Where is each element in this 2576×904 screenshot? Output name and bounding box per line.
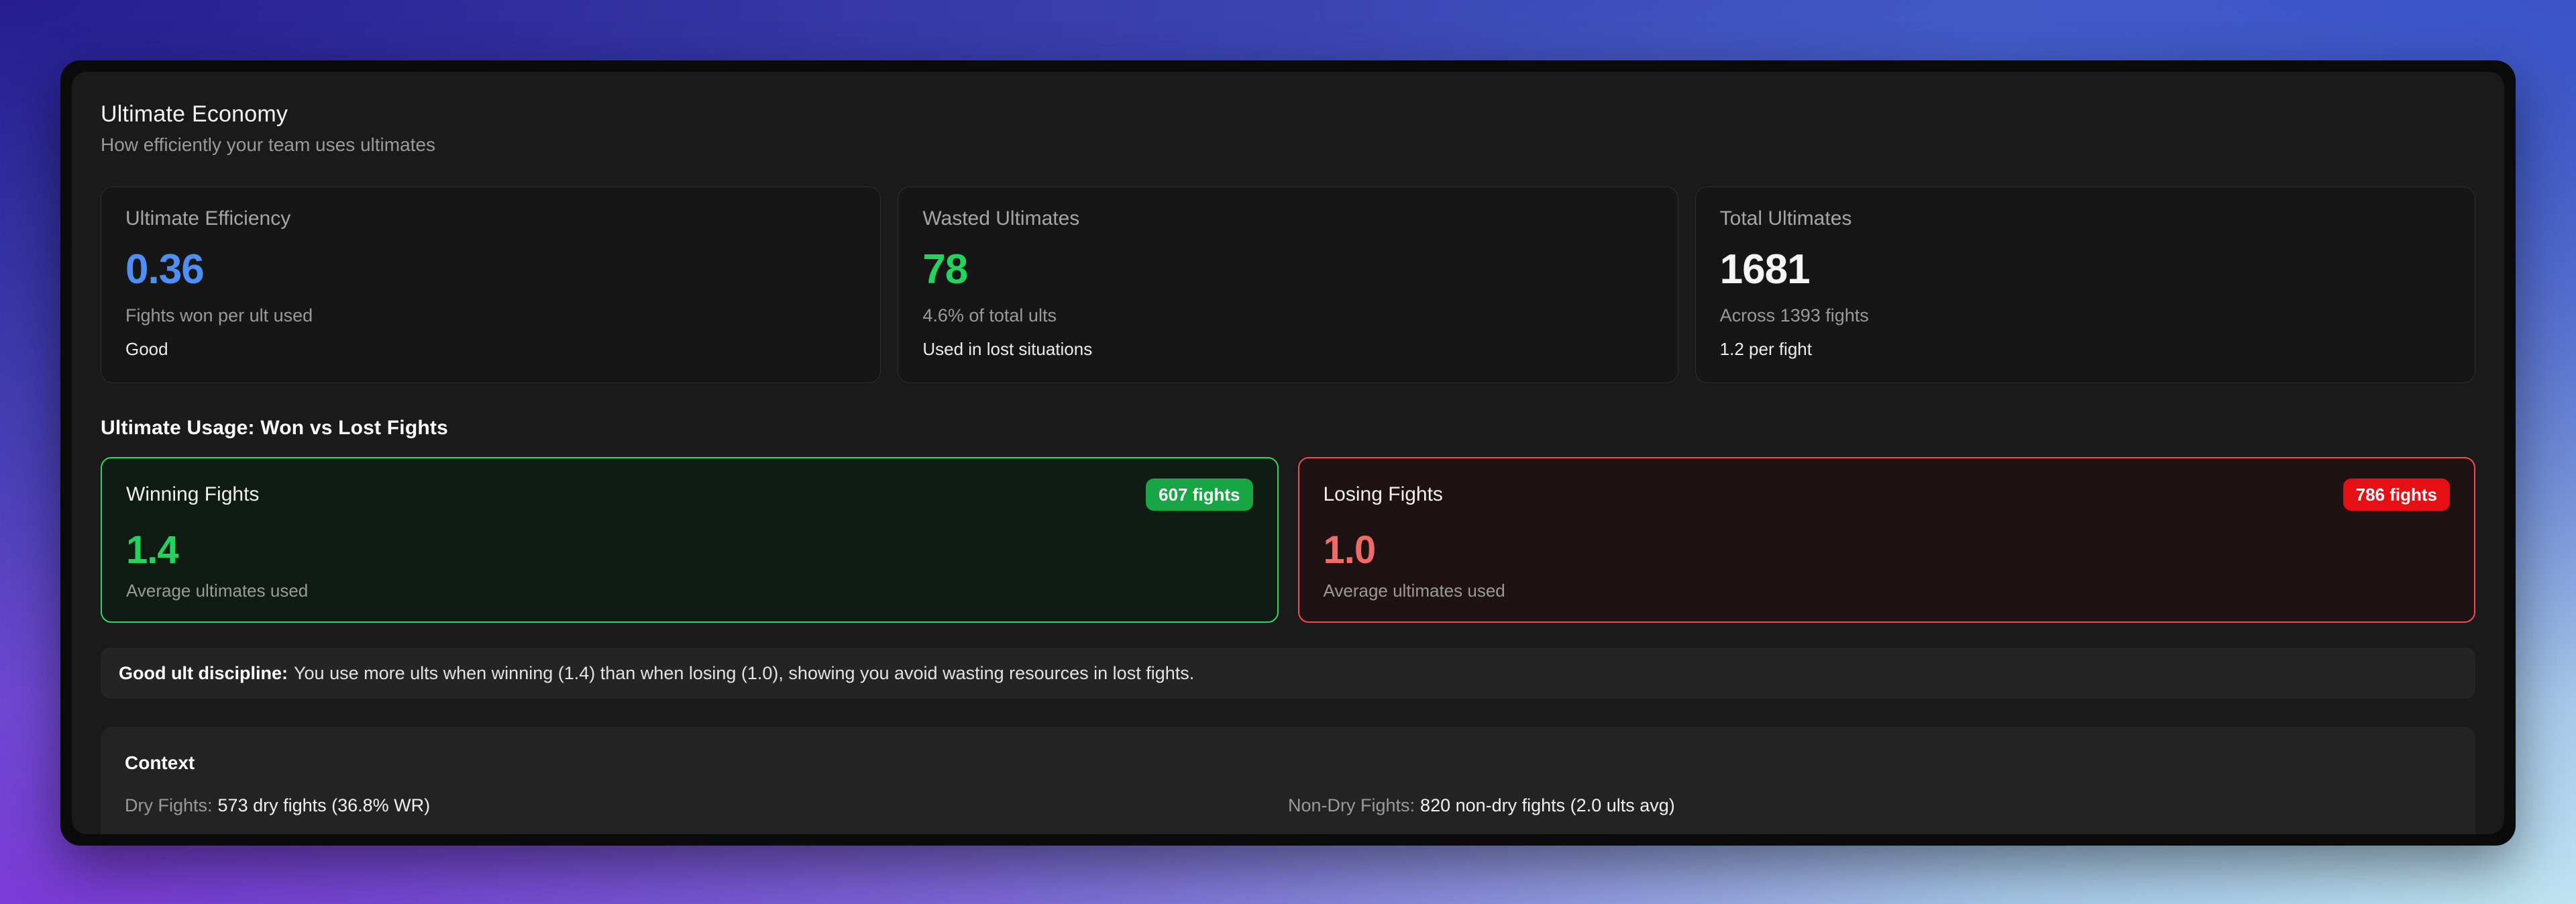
- stat-subtext: 4.6% of total ults: [922, 305, 1057, 325]
- winning-fight-count-badge: 607 fights: [1146, 479, 1253, 511]
- page-title: Ultimate Economy: [101, 101, 288, 127]
- losing-card-header: Losing Fights 786 fights: [1323, 479, 2450, 511]
- insight-bar: Good ult discipline: You use more ults w…: [101, 648, 2475, 699]
- stat-value: 78: [922, 246, 968, 293]
- winning-fights-card: Winning Fights 607 fights 1.4 Average ul…: [101, 457, 1279, 623]
- stat-subtext: Fights won per ult used: [125, 305, 313, 325]
- app-window: Ultimate Economy How efficiently your te…: [60, 60, 2516, 846]
- context-title: Context: [125, 752, 195, 773]
- stat-note: Good: [125, 339, 168, 359]
- stat-card-total-ultimates: Total Ultimates 1681 Across 1393 fights …: [1695, 187, 2475, 383]
- context-grid: Dry Fights: 573 dry fights (36.8% WR) Non…: [125, 795, 2451, 816]
- winning-card-header: Winning Fights 607 fights: [126, 479, 1253, 511]
- context-item-label: Non-Dry Fights:: [1288, 795, 1415, 815]
- stat-card-ultimate-efficiency: Ultimate Efficiency 0.36 Fights won per …: [101, 187, 881, 383]
- insight-lead: Good ult discipline:: [119, 662, 288, 683]
- losing-card-title: Losing Fights: [1323, 483, 1443, 505]
- page-subtitle: How efficiently your team uses ultimates: [101, 134, 436, 155]
- stat-note: 1.2 per fight: [1719, 339, 1812, 359]
- context-item-non-dry-fights: Non-Dry Fights: 820 non-dry fights (2.0 u…: [1288, 795, 2451, 816]
- losing-card-subtext: Average ultimates used: [1323, 581, 1505, 601]
- winning-card-title: Winning Fights: [126, 483, 260, 505]
- stat-note: Used in lost situations: [922, 339, 1093, 359]
- context-item-value: 573 dry fights (36.8% WR): [217, 795, 431, 815]
- insight-text: You use more ults when winning (1.4) tha…: [294, 662, 1195, 683]
- context-item-value: 820 non-dry fights (2.0 ults avg): [1420, 795, 1675, 815]
- stat-value: 1681: [1719, 246, 1811, 293]
- stat-label: Wasted Ultimates: [922, 207, 1080, 230]
- ultimate-economy-panel: Ultimate Economy How efficiently your te…: [72, 72, 2504, 834]
- stat-card-row: Ultimate Efficiency 0.36 Fights won per …: [101, 187, 2475, 383]
- winning-avg-ults-value: 1.4: [126, 528, 179, 572]
- context-item-label: Dry Fights:: [125, 795, 213, 815]
- usage-section-heading: Ultimate Usage: Won vs Lost Fights: [101, 417, 448, 439]
- context-item-dry-fights: Dry Fights: 573 dry fights (36.8% WR): [125, 795, 1288, 816]
- losing-fight-count-badge: 786 fights: [2343, 479, 2450, 511]
- stat-label: Total Ultimates: [1719, 207, 1852, 230]
- usage-card-row: Winning Fights 607 fights 1.4 Average ul…: [101, 457, 2475, 623]
- losing-fights-card: Losing Fights 786 fights 1.0 Average ult…: [1297, 457, 2475, 623]
- stat-card-wasted-ultimates: Wasted Ultimates 78 4.6% of total ults U…: [898, 187, 1678, 383]
- context-section: Context Dry Fights: 573 dry fights (36.8%…: [101, 727, 2475, 834]
- winning-card-subtext: Average ultimates used: [126, 581, 309, 601]
- stat-subtext: Across 1393 fights: [1719, 305, 1869, 325]
- losing-avg-ults-value: 1.0: [1323, 528, 1377, 572]
- stat-value: 0.36: [125, 246, 205, 293]
- stat-label: Ultimate Efficiency: [125, 207, 291, 230]
